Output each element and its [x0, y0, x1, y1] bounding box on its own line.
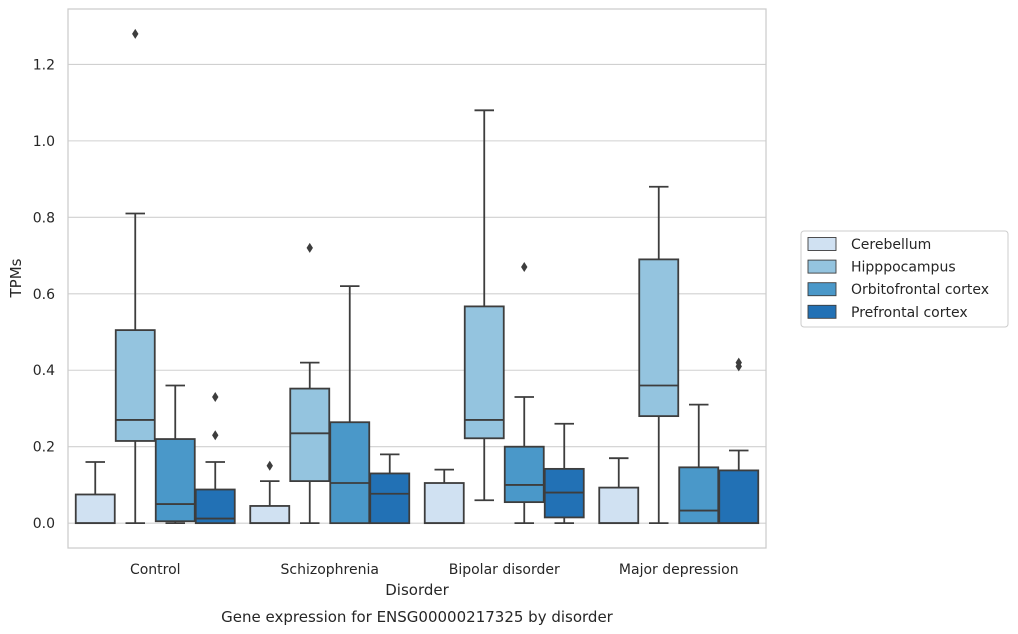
- legend-frame: [800, 230, 1009, 328]
- legend-label: Prefrontal cortex: [851, 305, 968, 321]
- outlier-marker: [306, 242, 313, 253]
- y-tick-label: 1.2: [33, 57, 55, 73]
- box-rect: [463, 305, 505, 440]
- y-tick-label: 0.6: [33, 287, 55, 303]
- x-axis-label: Disorder: [385, 581, 449, 599]
- legend-items: Cerebellum Hipppocampus Orbitofrontal cort…: [807, 237, 989, 321]
- box-group: [678, 403, 720, 525]
- legend-swatch: [807, 282, 837, 297]
- y-tick-label: 0.8: [33, 210, 55, 226]
- box-group: [249, 460, 291, 525]
- plot-frame: [67, 8, 767, 549]
- box-rect: [114, 329, 156, 442]
- box-rect: [289, 387, 331, 483]
- box-rect: [718, 469, 760, 525]
- box-rect: [369, 472, 411, 525]
- x-tick-label: Major depression: [619, 562, 739, 578]
- box-group: [638, 185, 680, 525]
- outlier-marker: [212, 392, 219, 403]
- y-axis-label: TPMs: [7, 258, 25, 298]
- y-tick-labels: 0.0 0.2 0.4 0.6 0.8 1.0 1.2: [33, 57, 55, 532]
- box-group: [289, 242, 331, 525]
- box-rect: [249, 505, 291, 525]
- box-rect: [154, 438, 196, 523]
- box-group: [329, 285, 371, 525]
- box-group: [369, 453, 411, 525]
- box-rect: [678, 466, 720, 525]
- legend-label: Hipppocampus: [851, 260, 956, 276]
- y-tick-label: 1.0: [33, 134, 55, 150]
- legend-label: Orbitofrontal cortex: [851, 282, 989, 298]
- box-rect: [638, 258, 680, 418]
- x-tick-label: Bipolar disorder: [449, 562, 560, 578]
- box-group: [194, 392, 236, 525]
- legend-swatch: [807, 304, 837, 319]
- legend-swatch: [807, 237, 837, 251]
- box-group: [503, 262, 545, 525]
- box-group: [543, 422, 585, 525]
- y-tick-label: 0.4: [33, 363, 55, 379]
- outlier-marker: [735, 357, 742, 368]
- box-rect: [74, 493, 116, 525]
- outlier-marker: [266, 460, 273, 471]
- box-group: [423, 468, 465, 525]
- boxes: [74, 28, 760, 525]
- box-group: [154, 384, 196, 525]
- outlier-marker: [132, 28, 139, 39]
- y-tick-label: 0.2: [33, 440, 55, 456]
- box-group: [598, 457, 640, 525]
- legend-label: Cerebellum: [851, 237, 931, 253]
- box-rect: [329, 421, 371, 525]
- box-group: [74, 461, 116, 525]
- outlier-marker: [212, 430, 219, 441]
- legend-swatch: [807, 259, 837, 274]
- box-rect: [503, 445, 545, 504]
- box-group: [463, 109, 505, 502]
- x-tick-label: Control: [130, 562, 181, 578]
- box-rect: [423, 482, 465, 525]
- box-group: [114, 28, 156, 525]
- chart-caption: Gene expression for ENSG00000217325 by d…: [221, 608, 614, 626]
- box-rect: [598, 486, 640, 525]
- outlier-marker: [521, 262, 528, 273]
- box-rect: [194, 488, 236, 525]
- x-tick-labels: Control Schizophrenia Bipolar disorder Majo…: [130, 562, 739, 578]
- x-tick-label: Schizophrenia: [281, 562, 379, 578]
- y-tick-label: 0.0: [33, 516, 55, 532]
- legend: Cerebellum Hipppocampus Orbitofrontal cort…: [800, 230, 1009, 328]
- box-group: [718, 357, 760, 525]
